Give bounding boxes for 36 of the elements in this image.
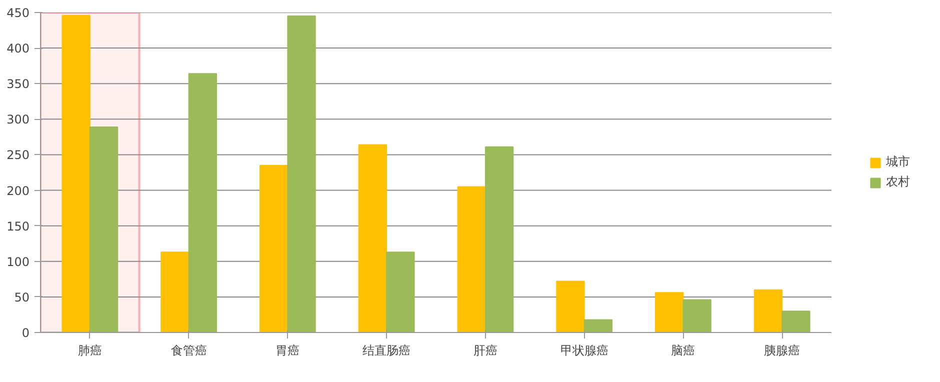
- y-tick-label: 300: [6, 112, 30, 127]
- bar: [358, 144, 388, 332]
- y-tick-label: 100: [6, 254, 30, 269]
- y-tick-label: 50: [14, 290, 30, 304]
- y-tick-label: 400: [6, 42, 30, 56]
- y-tick-label: 200: [6, 184, 30, 198]
- bar: [260, 164, 288, 332]
- bar: [287, 16, 316, 332]
- bar: [188, 73, 217, 332]
- bar: [89, 126, 118, 332]
- bar: [386, 252, 415, 332]
- x-tick-label: 甲状腺癌: [560, 344, 608, 358]
- legend-label: 城市: [886, 154, 910, 170]
- x-tick-label: 结直肠癌: [362, 344, 411, 358]
- bar: [62, 14, 90, 332]
- x-tick-label: 脑癌: [671, 344, 696, 358]
- y-tick-label: 250: [6, 148, 30, 162]
- bar: [484, 146, 514, 332]
- bar: [556, 280, 585, 332]
- y-tick-label: 350: [6, 77, 30, 92]
- y-tick-label: 450: [6, 6, 30, 20]
- x-tick-label: 肝癌: [473, 344, 498, 358]
- bar: [655, 292, 684, 332]
- y-tick-label: 0: [22, 326, 30, 340]
- bar: [782, 310, 810, 332]
- x-tick-label: 胃癌: [276, 344, 300, 358]
- y-tick-label: 150: [6, 219, 30, 234]
- x-tick-label: 肺癌: [78, 344, 102, 358]
- legend-label: 农村: [886, 174, 910, 190]
- bar: [754, 289, 783, 332]
- bar: [457, 186, 486, 332]
- x-tick-label: 胰腺癌: [764, 344, 800, 358]
- bar: [584, 319, 613, 332]
- bar: [160, 252, 190, 332]
- x-tick-label: 食管癌: [170, 344, 207, 358]
- bar: [682, 299, 712, 332]
